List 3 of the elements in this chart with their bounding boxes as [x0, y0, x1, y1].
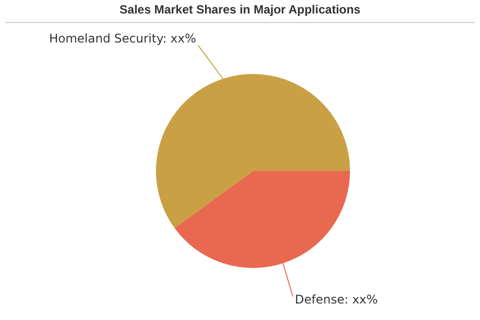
slice-label: Defense: xx% [294, 292, 378, 307]
chart-title: Sales Market Shares in Major Applications [120, 2, 361, 16]
slice-label: Homeland Security: xx% [49, 32, 196, 46]
